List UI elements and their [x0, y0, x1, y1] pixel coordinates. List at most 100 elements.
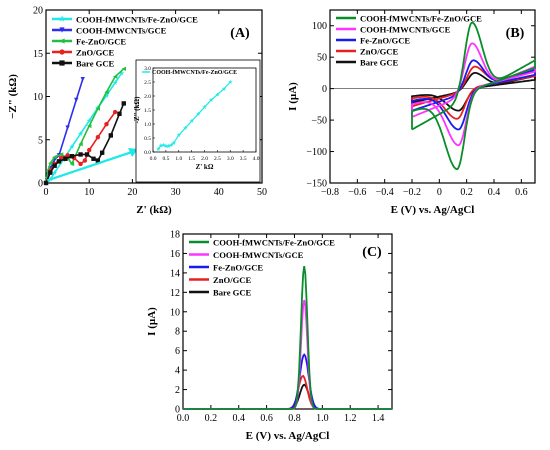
series-line	[45, 72, 123, 184]
data-point	[104, 89, 109, 95]
x-tick-label: 0	[44, 187, 49, 198]
y-tick-label: 14	[170, 268, 180, 279]
legend-entry: Bare GCE	[360, 58, 399, 68]
panel-label: (A)	[230, 26, 250, 41]
data-point: ★	[86, 117, 92, 125]
y-axis-label: I (µA)	[146, 307, 158, 336]
data-point	[121, 66, 126, 72]
y-tick-label: 12	[170, 288, 180, 299]
legend-entry: ZnO/GCE	[213, 275, 251, 285]
legend-entry: Fe-ZnO/GCE	[360, 36, 410, 46]
inset-arrow	[46, 150, 133, 182]
data-point	[48, 160, 53, 166]
data-point	[84, 152, 90, 157]
legend-entry: COOH-fMWCNTs/Fe-ZnO/GCE	[76, 15, 198, 25]
x-tick-label: 20	[127, 187, 137, 198]
data-point	[59, 27, 65, 33]
y-tick-label: 0	[322, 84, 327, 95]
data-point	[58, 155, 64, 161]
legend-entry: COOH-fMWCNTs/GCE	[76, 26, 167, 36]
series-line	[183, 353, 392, 410]
data-point	[59, 49, 65, 55]
data-point	[117, 111, 122, 116]
x-tick-label: 10	[84, 187, 94, 198]
y-tick-label: 100	[312, 21, 327, 32]
data-point: ★	[215, 91, 220, 98]
data-point	[48, 170, 53, 175]
data-point: ★	[161, 142, 166, 149]
legend-entry: COOH-fMWCNTs/Fe-ZnO/GCE	[213, 238, 335, 248]
legend-entry: COOH-fMWCNTs/GCE	[213, 250, 304, 260]
inset-y-tick-label: 3.0	[144, 66, 151, 72]
data-point: ★	[168, 142, 173, 149]
panel-b: −0.8 −0.6 −0.4 −0.2 0 0.2 0.4 0.6 −150 −100 −50 0 50…	[287, 9, 536, 216]
panel-c: 0.0 0.2 0.4 0.6 0.8 1.0 1.2 1.4 0 2 4 6 8 10 12 14 16 18 E…	[146, 230, 393, 442]
legend-entry: COOH-fMWCNTs/GCE	[360, 25, 451, 35]
data-point	[69, 153, 75, 159]
data-point	[121, 101, 126, 106]
y-tick-label: 5	[38, 135, 43, 146]
data-point	[80, 77, 85, 82]
data-point	[108, 133, 113, 138]
panel-label: (B)	[506, 26, 525, 41]
plot-frame	[329, 9, 536, 184]
data-point	[63, 156, 68, 161]
series-line	[183, 383, 392, 410]
x-tick-label: 0.8	[288, 413, 301, 424]
x-tick-label: 30	[171, 187, 181, 198]
series-line	[183, 299, 392, 410]
data-point	[82, 158, 88, 163]
inset-series-line	[157, 81, 231, 150]
x-tick-label: 0.6	[260, 413, 273, 424]
x-tick-label: −0.2	[403, 187, 421, 198]
data-point	[52, 154, 57, 160]
y-tick-label: 0	[38, 179, 43, 190]
data-point: ★	[118, 69, 124, 77]
y-tick-label: 16	[170, 249, 180, 260]
legend-entry: ZnO/GCE	[360, 47, 398, 57]
data-point	[104, 121, 109, 127]
y-tick-label: 15	[33, 49, 43, 60]
y-tick-label: 6	[175, 346, 180, 357]
data-point: ★	[103, 92, 109, 100]
y-tick-label: −100	[306, 147, 327, 158]
data-point	[95, 158, 101, 163]
y-tick-label: −50	[311, 116, 327, 127]
inset-x-tick-label: 2.0	[201, 156, 208, 162]
series-line	[183, 265, 392, 410]
data-point	[95, 134, 101, 140]
y-tick-label: 8	[175, 327, 180, 338]
x-tick-label: 50	[257, 187, 267, 198]
x-axis-label: E (V) vs. Ag/AgCl	[391, 204, 475, 216]
legend-entry: COOH-fMWCNTs/Fe-ZnO/GCE	[360, 14, 482, 24]
x-tick-label: 40	[214, 187, 224, 198]
data-point: ★	[156, 146, 161, 153]
data-point	[112, 109, 118, 115]
legend-entry: Bare GCE	[76, 59, 115, 69]
inset-y-tick-label: 2.5	[144, 80, 151, 86]
data-point: ★	[171, 140, 176, 147]
y-tick-label: −150	[306, 179, 327, 190]
inset-legend-entry: COOH-fMWCNTs/Fe-ZnO/GCE	[152, 70, 237, 76]
data-point	[91, 156, 96, 161]
series-line	[411, 21, 536, 171]
data-point: ★	[58, 15, 65, 24]
x-tick-label: 0.4	[232, 413, 245, 424]
data-point	[99, 150, 105, 155]
data-point	[87, 147, 92, 153]
x-tick-label: 1.0	[316, 413, 329, 424]
legend-entry: Fe-ZnO/GCE	[76, 37, 126, 47]
data-point: ★	[77, 130, 83, 138]
y-tick-label: 10	[170, 307, 180, 318]
legend-entry: Bare GCE	[213, 288, 252, 298]
series-line	[411, 65, 536, 120]
data-point: ★	[208, 97, 213, 104]
inset-y-tick-label: 0.5	[144, 136, 151, 142]
data-point	[78, 152, 83, 157]
inset-x-tick-label: 0.5	[162, 156, 169, 162]
data-point: ★	[51, 169, 57, 177]
data-point: ★	[221, 86, 226, 93]
inset-x-tick-label: 3.0	[227, 156, 234, 162]
